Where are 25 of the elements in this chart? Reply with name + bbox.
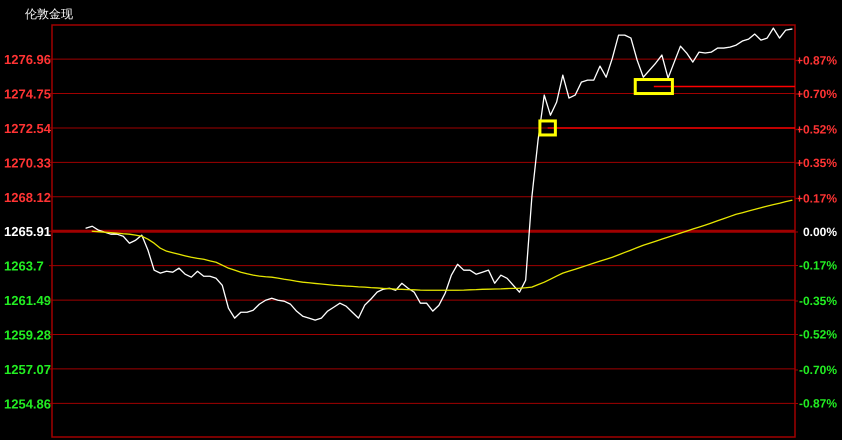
chart-title: 伦敦金现: [25, 7, 73, 21]
y-tick-label: 1276.96: [4, 52, 51, 68]
y-tick-label: 1270.33: [4, 155, 51, 170]
y2-tick-label: -0.70%: [798, 362, 838, 377]
y-tick-label: 1254.86: [4, 396, 51, 412]
y-tick-label: 1259.28: [4, 328, 51, 343]
y-tick-label: 1274.75: [4, 86, 51, 102]
y2-tick-label: -0.52%: [798, 327, 838, 342]
y-tick-label: 1272.54: [4, 120, 52, 136]
line-series: [85, 27, 793, 321]
line-series: [92, 200, 793, 291]
y-tick-label: 1265.91: [4, 224, 51, 240]
y-tick-label: 1261.49: [4, 293, 51, 308]
y-tick-label: 1263.7: [4, 258, 44, 274]
y2-tick-label: 0.00%: [802, 224, 838, 239]
y-tick-label: 1268.12: [4, 190, 51, 205]
y2-tick-label: +0.35%: [796, 156, 838, 170]
y2-tick-label: -0.87%: [798, 396, 838, 410]
y2-tick-label: +0.70%: [796, 86, 838, 101]
y2-tick-label: +0.52%: [796, 122, 838, 136]
y2-tick-label: -0.35%: [798, 294, 838, 308]
y2-tick-label: +0.87%: [796, 53, 838, 68]
y-tick-label: 1257.07: [4, 362, 51, 377]
y2-tick-label: +0.17%: [796, 191, 838, 206]
y2-tick-label: -0.17%: [798, 258, 838, 272]
